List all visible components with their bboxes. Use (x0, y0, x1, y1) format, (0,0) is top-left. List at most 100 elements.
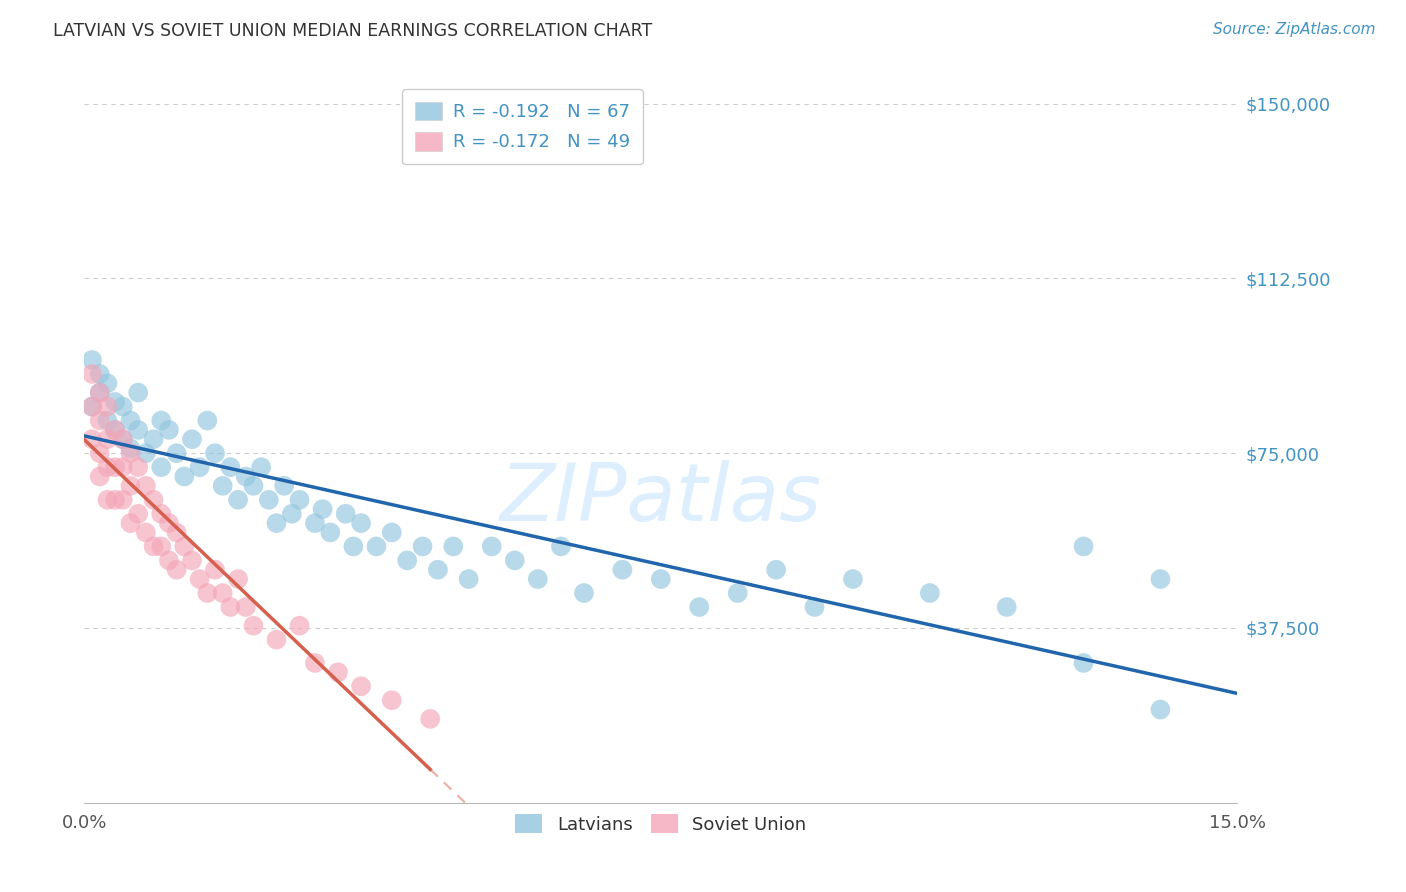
Point (150, 460, 173, 475)
Point (995, 600, 1018, 615)
Point (120, 446, 142, 460)
Point (142, 540, 165, 554)
Point (550, 540, 572, 554)
Point (803, 600, 825, 615)
Point (111, 460, 134, 475)
Point (350, 516, 373, 530)
Point (266, 632, 288, 647)
Point (311, 502, 333, 516)
Point (120, 442, 142, 456)
Point (226, 492, 249, 507)
Point (127, 507, 149, 521)
Point (204, 446, 226, 460)
Point (96, 432, 118, 446)
Point (166, 525, 188, 540)
Point (89, 385, 111, 400)
Point (80, 353, 103, 368)
Point (104, 492, 127, 507)
Point (188, 460, 211, 475)
Point (527, 572, 550, 586)
Point (104, 423, 127, 437)
Point (195, 586, 218, 600)
Point (219, 600, 242, 615)
Point (288, 618, 311, 632)
Point (120, 479, 142, 493)
Point (127, 460, 149, 475)
Point (412, 540, 434, 554)
Point (426, 563, 449, 577)
Point (381, 525, 404, 540)
Point (481, 540, 503, 554)
Point (142, 492, 165, 507)
Point (96, 460, 118, 475)
Point (127, 385, 149, 400)
Point (441, 540, 464, 554)
Point (135, 446, 157, 460)
Point (381, 693, 404, 707)
Point (80, 432, 103, 446)
Point (157, 553, 180, 567)
Point (242, 618, 264, 632)
Point (319, 525, 342, 540)
Point (572, 586, 595, 600)
Point (173, 540, 195, 554)
Point (150, 507, 173, 521)
Text: ZIPatlas: ZIPatlas (499, 460, 823, 539)
Point (650, 572, 672, 586)
Point (211, 479, 233, 493)
Point (612, 563, 634, 577)
Point (765, 563, 787, 577)
Point (80, 367, 103, 381)
Point (135, 525, 157, 540)
Point (157, 516, 180, 530)
Point (335, 507, 357, 521)
Point (235, 469, 257, 483)
Point (89, 385, 111, 400)
Point (150, 413, 173, 427)
Point (111, 432, 134, 446)
Point (342, 540, 364, 554)
Point (1073, 656, 1095, 670)
Point (142, 432, 165, 446)
Point (120, 413, 142, 427)
Point (181, 432, 204, 446)
Point (211, 586, 233, 600)
Point (842, 572, 865, 586)
Point (281, 507, 304, 521)
Point (257, 492, 280, 507)
Point (120, 516, 142, 530)
Point (104, 395, 127, 409)
Point (350, 679, 373, 693)
Point (181, 553, 204, 567)
Point (80, 400, 103, 414)
Point (89, 469, 111, 483)
Point (89, 413, 111, 427)
Text: Source: ZipAtlas.com: Source: ZipAtlas.com (1212, 22, 1375, 37)
Point (235, 600, 257, 615)
Point (396, 553, 419, 567)
Point (304, 516, 326, 530)
Point (1149, 702, 1171, 716)
Point (727, 586, 749, 600)
Point (111, 492, 134, 507)
Point (127, 423, 149, 437)
Point (273, 479, 295, 493)
Point (195, 413, 218, 427)
Point (135, 479, 157, 493)
Point (242, 479, 264, 493)
Point (419, 712, 441, 726)
Point (266, 516, 288, 530)
Point (226, 572, 249, 586)
Point (204, 563, 226, 577)
Point (157, 423, 180, 437)
Point (1149, 572, 1171, 586)
Point (111, 432, 134, 446)
Point (1073, 540, 1095, 554)
Point (288, 492, 311, 507)
Point (503, 553, 526, 567)
Point (89, 446, 111, 460)
Point (326, 665, 349, 680)
Point (918, 586, 941, 600)
Point (688, 600, 710, 615)
Point (173, 469, 195, 483)
